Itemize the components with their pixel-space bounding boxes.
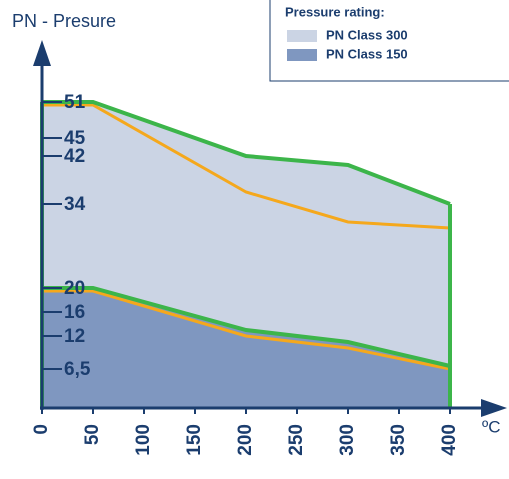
legend-swatch [287, 30, 317, 42]
legend-label: PN Class 150 [326, 46, 408, 61]
y-axis-label: PN - Presure [12, 11, 116, 31]
y-tick-label: 42 [64, 146, 85, 167]
x-tick-label: 200 [235, 424, 256, 456]
x-tick-label: 150 [184, 424, 205, 456]
x-tick-label: 50 [82, 424, 103, 445]
limit-line [42, 103, 451, 230]
x-tick-label: 250 [286, 424, 307, 456]
x-tick-label: 350 [388, 424, 409, 456]
legend-title: Pressure rating: [285, 4, 385, 19]
edge-line [42, 100, 451, 206]
x-arrow [481, 399, 507, 417]
legend-swatch [287, 49, 317, 61]
limit-line [42, 289, 451, 371]
x-tick-label: 0 [31, 424, 52, 435]
y-tick-label: 51 [64, 92, 86, 113]
x-tick-label: 400 [439, 424, 460, 456]
edge-line [42, 286, 451, 368]
y-tick-label: 45 [64, 128, 86, 149]
y-arrow [33, 40, 51, 66]
y-tick-label: 34 [64, 194, 86, 215]
area [42, 288, 450, 408]
y-tick-label: 12 [64, 326, 85, 347]
x-tick-label: 100 [133, 424, 154, 456]
x-axis-label: ºC [482, 417, 501, 436]
y-tick-label: 6,5 [64, 359, 91, 380]
y-tick-label: 16 [64, 302, 85, 323]
legend-label: PN Class 300 [326, 27, 408, 42]
x-tick-label: 300 [337, 424, 358, 456]
y-tick-label: 20 [64, 278, 85, 299]
